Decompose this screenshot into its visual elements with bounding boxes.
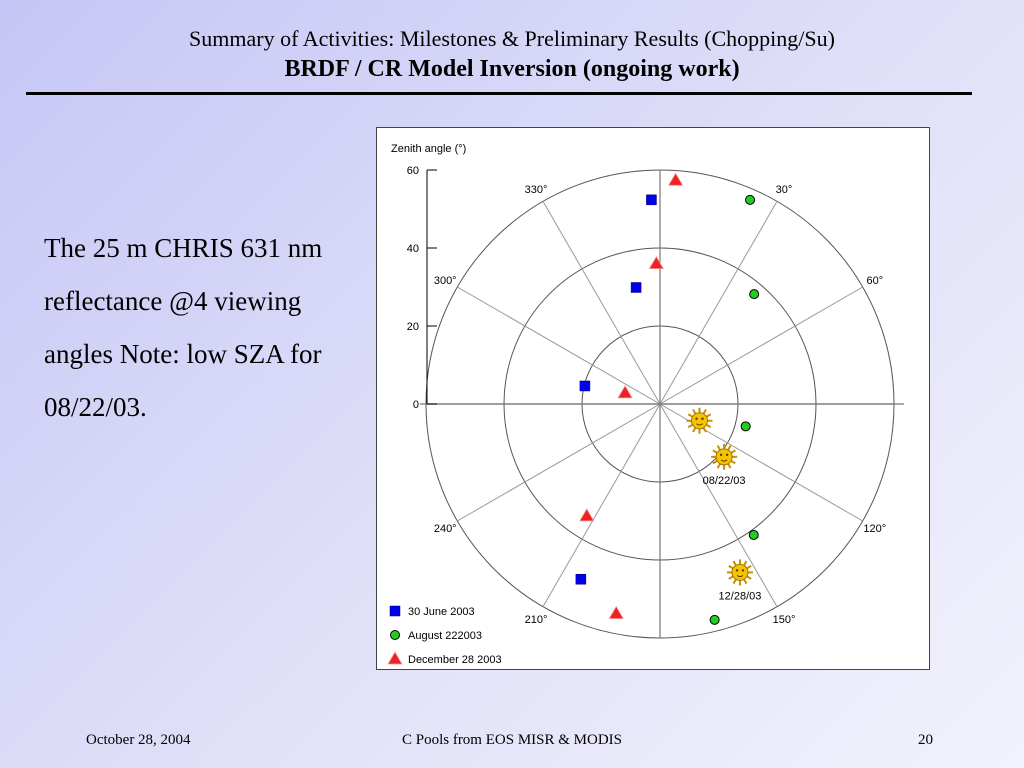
data-point-s2-p2 bbox=[617, 385, 633, 399]
data-point-s2-p0 bbox=[667, 172, 684, 186]
sun-mouth-1 bbox=[720, 459, 728, 462]
body-text: The 25 m CHRIS 631 nm reflectance @4 vie… bbox=[44, 233, 323, 422]
radial-tick-label-40: 40 bbox=[407, 243, 419, 255]
data-point-s0-p3 bbox=[575, 573, 587, 585]
legend-marker-0 bbox=[389, 605, 401, 617]
radial-tick-label-20: 20 bbox=[407, 321, 419, 333]
sun-mouth-0 bbox=[696, 423, 703, 426]
sun-ray-2-10 bbox=[743, 560, 748, 566]
sun-eye-right-0 bbox=[701, 417, 704, 420]
azimuth-label-60: 60° bbox=[866, 275, 883, 287]
sun-ray-1-1 bbox=[730, 459, 736, 465]
sun-ray-1-7 bbox=[712, 449, 718, 454]
footer-title: C Pools from EOS MISR & MODIS bbox=[401, 732, 623, 748]
sun-ray-0-4 bbox=[692, 427, 697, 433]
sun-ray-1-11 bbox=[730, 449, 736, 454]
sun-icon-2 bbox=[731, 563, 749, 581]
sun-ray-2-8 bbox=[732, 560, 737, 566]
azimuth-label-120: 120° bbox=[863, 523, 886, 535]
azimuth-label-330: 330° bbox=[525, 184, 548, 196]
azimuth-label-240: 240° bbox=[434, 523, 457, 535]
data-point-s0-p1 bbox=[630, 282, 642, 293]
sun-ray-1-2 bbox=[727, 463, 732, 469]
sun-ray-1-8 bbox=[716, 445, 721, 451]
slide-title: Summary of Activities: Milestones & Prel… bbox=[189, 26, 835, 51]
sun-ray-2-4 bbox=[732, 578, 737, 585]
sun-eye-left-0 bbox=[695, 417, 698, 420]
slide-subtitle: BRDF / CR Model Inversion (ongoing work) bbox=[284, 56, 740, 82]
polar-spoke-30 bbox=[659, 201, 778, 405]
legend-marker-1 bbox=[390, 630, 400, 640]
sun-ray-0-11 bbox=[705, 413, 712, 418]
sun-icon-1 bbox=[715, 448, 733, 466]
data-point-s2-p1 bbox=[648, 255, 665, 270]
title-divider bbox=[26, 92, 972, 95]
footer-page-number: 20 bbox=[918, 732, 933, 748]
sun-ray-1-10 bbox=[727, 445, 732, 451]
polar-chart-svg: 0 20 40 60 Zenith angle (°) 30° 60° 120° 150° 210… bbox=[387, 143, 904, 666]
legend-label-2: December 28 2003 bbox=[408, 654, 502, 666]
radial-axis-label: Zenith angle (°) bbox=[391, 143, 466, 155]
azimuth-label-300: 300° bbox=[434, 275, 457, 287]
radial-tick-label-60: 60 bbox=[407, 165, 419, 177]
sun-ray-1-5 bbox=[712, 459, 718, 465]
sun-ray-0-1 bbox=[705, 423, 712, 429]
polar-spoke-210 bbox=[542, 403, 661, 607]
data-point-s1-p4 bbox=[709, 614, 720, 625]
polar-spoke-300 bbox=[457, 286, 661, 405]
sun-ray-0-5 bbox=[687, 423, 694, 429]
data-point-s2-p4 bbox=[608, 605, 624, 619]
footer-date: October 28, 2004 bbox=[86, 732, 191, 748]
sun-ray-0-10 bbox=[702, 409, 707, 415]
sun-ray-0-8 bbox=[692, 409, 697, 415]
sun-mouth-2 bbox=[736, 575, 744, 578]
polar-spoke-330 bbox=[542, 201, 661, 405]
legend-label-0: 30 June 2003 bbox=[408, 606, 475, 618]
polar-spoke-150 bbox=[659, 403, 778, 607]
sun-label-1: 08/22/03 bbox=[703, 475, 746, 487]
azimuth-label-30: 30° bbox=[776, 184, 793, 196]
sun-label-2: 12/28/03 bbox=[719, 590, 762, 602]
sun-ray-2-7 bbox=[728, 565, 734, 570]
data-point-s1-p1 bbox=[749, 289, 760, 300]
sun-eye-right-2 bbox=[741, 569, 745, 572]
data-point-s0-p2 bbox=[579, 380, 591, 392]
sun-eye-left-2 bbox=[735, 569, 739, 572]
sun-ray-2-2 bbox=[743, 578, 748, 585]
data-point-s0-p0 bbox=[646, 194, 657, 206]
sun-eye-left-1 bbox=[719, 453, 723, 457]
data-point-s2-p3 bbox=[579, 508, 595, 522]
sun-ray-0-2 bbox=[702, 427, 707, 433]
azimuth-label-210: 210° bbox=[525, 614, 548, 626]
sun-ray-2-1 bbox=[746, 575, 752, 580]
polar-spoke-60 bbox=[659, 286, 863, 405]
data-point-s1-p3 bbox=[748, 529, 759, 540]
sun-icon-0 bbox=[690, 412, 708, 430]
data-point-s1-p2 bbox=[740, 421, 751, 432]
polar-spoke-240 bbox=[457, 403, 661, 522]
azimuth-label-150: 150° bbox=[773, 614, 796, 626]
sun-eye-right-1 bbox=[725, 453, 729, 457]
sun-ray-2-11 bbox=[746, 565, 752, 570]
sun-ray-2-5 bbox=[728, 575, 734, 580]
sun-ray-0-7 bbox=[687, 413, 694, 418]
legend-marker-2 bbox=[387, 651, 403, 665]
polar-chart: 0 20 40 60 Zenith angle (°) 30° 60° 120° 150° 210… bbox=[376, 127, 930, 670]
radial-tick-label-0: 0 bbox=[413, 399, 419, 411]
sun-ray-1-4 bbox=[716, 463, 721, 469]
data-point-s1-p0 bbox=[745, 194, 756, 205]
legend-label-1: August 222003 bbox=[408, 630, 482, 642]
